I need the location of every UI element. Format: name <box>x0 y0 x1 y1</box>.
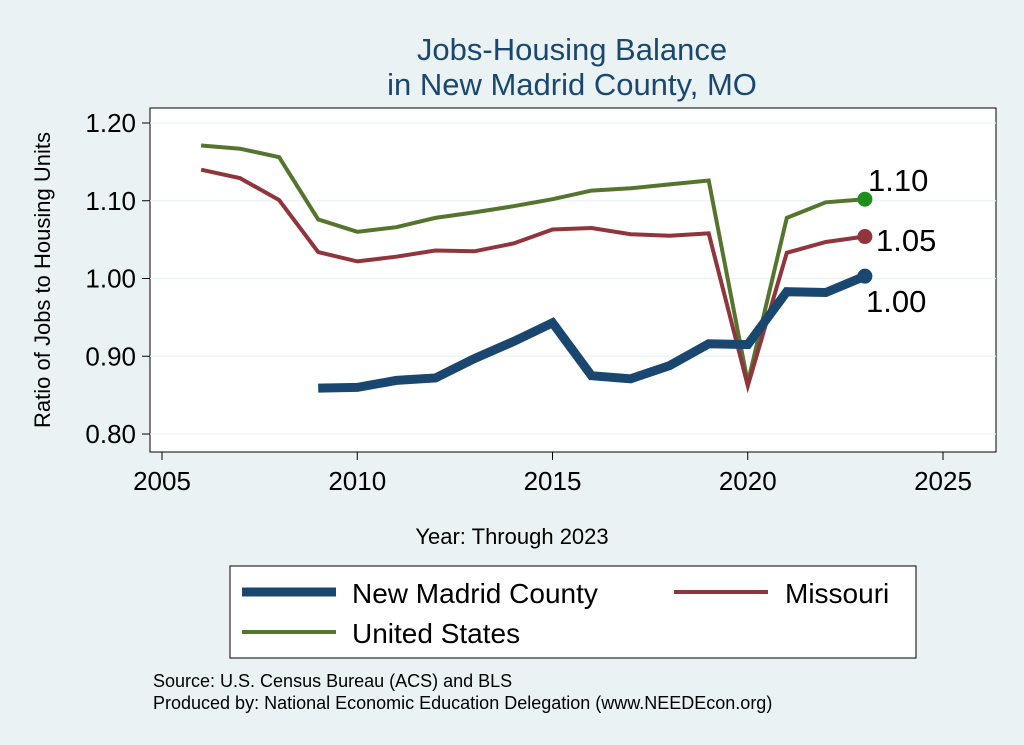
y-tick-label: 1.20 <box>85 108 136 138</box>
end-labels: 1.00 1.05 1.10 <box>866 163 936 319</box>
end-label-united-states: 1.10 <box>868 163 928 198</box>
x-tick-label: 2010 <box>328 466 386 496</box>
producer-note: Produced by: National Economic Education… <box>153 693 772 713</box>
source-note: Source: U.S. Census Bureau (ACS) and BLS <box>153 671 512 691</box>
series-line-united-states <box>200 143 866 384</box>
y-tick-label: 0.90 <box>85 341 136 371</box>
y-tick-label: 1.00 <box>85 264 136 294</box>
end-marker-missouri <box>857 229 873 245</box>
series-lines <box>200 143 867 394</box>
legend-label-missouri: Missouri <box>785 578 889 609</box>
x-axis: 2005 2010 2015 2020 2025 <box>133 452 972 496</box>
end-markers <box>857 191 873 284</box>
y-tick-label: 0.80 <box>85 419 136 449</box>
legend-label-new-madrid: New Madrid County <box>352 578 598 609</box>
series-line-new-madrid-county <box>318 272 867 393</box>
legend: New Madrid County Missouri United States <box>229 565 917 659</box>
x-tick-label: 2020 <box>719 466 777 496</box>
end-label-new-madrid-county: 1.00 <box>866 284 926 319</box>
legend-label-united-states: United States <box>352 618 520 649</box>
end-marker-new-madrid-county <box>857 268 873 284</box>
y-tick-label: 1.10 <box>85 186 136 216</box>
x-tick-label: 2005 <box>133 466 191 496</box>
end-marker-united-states <box>857 191 873 207</box>
chart-title-line-2: in New Madrid County, MO <box>387 67 757 102</box>
y-axis: 0.80 0.90 1.00 1.10 1.20 <box>85 108 150 449</box>
x-axis-label: Year: Through 2023 <box>415 524 608 549</box>
x-tick-label: 2025 <box>914 466 972 496</box>
x-tick-label: 2015 <box>524 466 582 496</box>
chart-title-line-1: Jobs-Housing Balance <box>417 32 727 67</box>
series-line-missouri <box>200 167 866 394</box>
end-label-missouri: 1.05 <box>876 223 936 258</box>
legend-box <box>229 565 917 659</box>
y-axis-label: Ratio of Jobs to Housing Units <box>30 132 55 428</box>
